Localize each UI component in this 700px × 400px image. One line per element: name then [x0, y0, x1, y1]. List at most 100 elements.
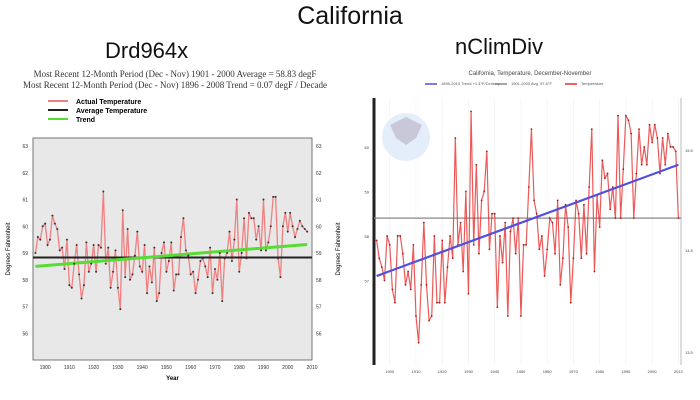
x-tick-label: 2010: [674, 369, 684, 374]
data-point: [643, 146, 646, 148]
x-tick-label: 1930: [464, 369, 474, 374]
data-point: [664, 163, 667, 166]
y-tick-label-right: 59: [316, 251, 322, 257]
data-point: [114, 249, 117, 252]
x-tick-label: 1990: [621, 369, 631, 374]
data-point: [593, 270, 596, 273]
y-tick-label-right: 58: [316, 278, 322, 284]
data-point: [240, 252, 243, 255]
data-point: [430, 315, 433, 317]
data-point: [391, 288, 394, 291]
data-point: [184, 249, 187, 252]
data-point: [575, 199, 577, 202]
data-point: [543, 275, 546, 277]
y-tick-label: 60: [22, 224, 28, 230]
y-tick-label-right: 14.5: [685, 248, 694, 253]
x-tick-label: 1950: [516, 369, 526, 374]
y-tick-label: 57: [22, 305, 28, 311]
data-point: [436, 301, 438, 304]
data-point: [622, 168, 625, 171]
data-point: [428, 319, 431, 322]
data-point: [653, 123, 656, 126]
x-tick-label: 2000: [648, 369, 658, 374]
data-point: [228, 230, 231, 233]
data-point: [420, 284, 423, 286]
data-point: [301, 225, 304, 228]
left-subtitle-2: Most Recent 12-Month Period (Dec - Nov) …: [22, 80, 328, 90]
data-point: [401, 252, 404, 255]
data-point: [53, 222, 56, 225]
data-point: [478, 252, 480, 255]
y-tick-label: 60: [365, 145, 370, 150]
data-point: [107, 246, 110, 249]
data-point: [213, 268, 216, 271]
right-panel-title: nClimDiv: [455, 34, 543, 59]
y-tick-label: 56: [22, 331, 28, 337]
data-point: [541, 235, 543, 237]
data-point: [672, 146, 675, 148]
data-point: [417, 341, 420, 344]
data-point: [535, 212, 538, 215]
x-tick-label: 1920: [438, 369, 448, 374]
data-point: [264, 249, 267, 252]
data-point: [648, 123, 651, 126]
data-point: [380, 266, 383, 268]
data-point: [661, 137, 664, 139]
legend-label: Temperature: [581, 81, 604, 86]
data-point: [262, 198, 265, 201]
data-point: [480, 199, 483, 202]
x-tick-label: 1960: [185, 365, 196, 371]
data-point: [70, 286, 73, 289]
data-point: [75, 243, 78, 246]
y-tick-label: 58: [365, 234, 370, 239]
data-point: [289, 211, 292, 214]
data-point: [491, 212, 493, 215]
main-title: California: [297, 2, 403, 30]
data-point: [598, 226, 601, 228]
data-point: [415, 315, 417, 317]
data-point: [572, 257, 575, 260]
data-point: [99, 246, 102, 249]
data-point: [404, 284, 407, 286]
data-point: [449, 235, 451, 237]
data-point: [97, 243, 100, 246]
data-point: [284, 211, 287, 214]
data-point: [635, 172, 638, 175]
x-tick-label: 1970: [569, 369, 579, 374]
data-point: [230, 260, 233, 263]
y-tick-label-right: 61: [316, 198, 322, 204]
data-point: [238, 270, 241, 273]
data-point: [298, 219, 301, 222]
data-point: [462, 270, 465, 273]
data-point: [412, 243, 415, 246]
data-point: [443, 301, 446, 304]
data-point: [303, 227, 306, 230]
data-point: [175, 273, 178, 276]
data-point: [160, 252, 163, 255]
x-axis-label: Year: [166, 376, 179, 382]
data-point: [138, 265, 141, 268]
x-tick-label: 1910: [64, 365, 75, 371]
data-point: [674, 150, 677, 153]
x-tick-label: 1990: [258, 365, 269, 371]
data-point: [39, 238, 42, 241]
data-point: [226, 252, 229, 255]
y-tick-label-right: 60: [316, 224, 322, 230]
data-point: [407, 270, 410, 273]
x-tick-label: 2010: [306, 365, 317, 371]
data-point: [294, 235, 297, 238]
legend-label: Average Temperature: [76, 108, 147, 115]
data-point: [274, 195, 277, 198]
y-axis-label: Degrees Fahrenheit: [6, 222, 12, 275]
data-point: [388, 243, 391, 246]
data-point: [150, 281, 153, 284]
data-point: [585, 252, 588, 255]
data-point: [243, 217, 246, 220]
data-point: [279, 276, 282, 279]
data-point: [170, 241, 173, 244]
data-point: [65, 238, 68, 241]
data-point: [556, 199, 559, 202]
data-point: [614, 217, 617, 220]
data-point: [562, 257, 564, 260]
data-point: [520, 315, 522, 317]
